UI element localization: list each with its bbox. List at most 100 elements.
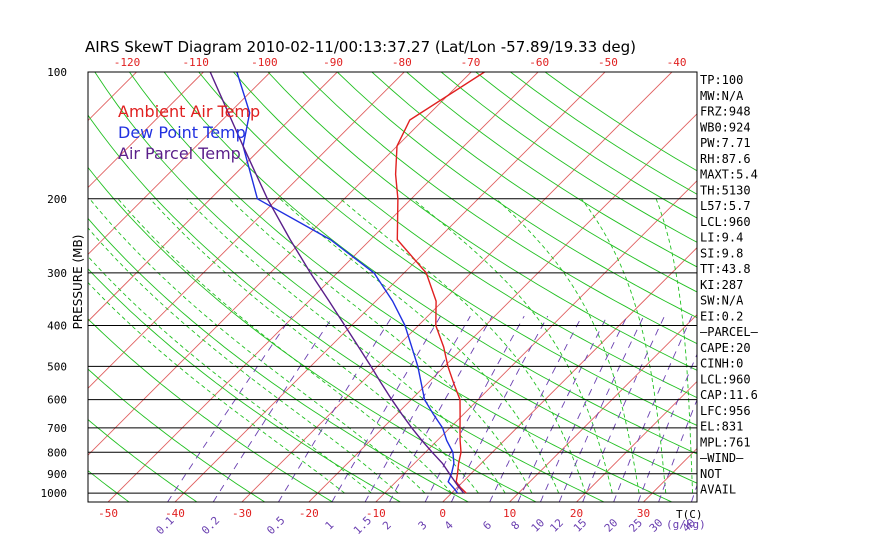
mixing-ratio-line (167, 315, 292, 502)
pressure-tick-label: 300 (47, 267, 67, 280)
temperature-tick-label: -30 (232, 507, 252, 520)
mixing-ratio-line (364, 315, 471, 502)
moist-adiabat-line (412, 198, 613, 494)
isotherm-line (88, 72, 271, 256)
isotherm-line (777, 72, 870, 502)
sounding-index-entry: NOT (700, 467, 722, 481)
temperature-tick-label: -40 (165, 507, 185, 520)
sounding-index-entry: PW:7.71 (700, 136, 751, 150)
moist-adiabat-line (89, 198, 426, 494)
top-temperature-tick-label: -40 (667, 56, 687, 69)
top-temperature-tick-label: -80 (392, 56, 412, 69)
sounding-index-entry: FRZ:948 (700, 105, 751, 119)
dry-adiabat-line (163, 72, 697, 455)
mixing-ratio-line (637, 353, 697, 502)
dry-adiabat-line (88, 368, 266, 502)
pressure-tick-label: 900 (47, 468, 67, 481)
sounding-index-entry: TT:43.8 (700, 262, 751, 276)
isotherm-line (88, 72, 204, 189)
moist-adiabat-line (340, 198, 586, 494)
pressure-tick-label: 100 (47, 66, 67, 79)
top-temperature-tick-label: -60 (529, 56, 549, 69)
chart-title: AIRS SkewT Diagram 2010-02-11/00:13:37.2… (85, 38, 636, 56)
isotherm-line (509, 313, 697, 502)
pressure-tick-label: 200 (47, 193, 67, 206)
legend-air-parcel-temp: Air Parcel Temp (118, 144, 241, 163)
temperature-tick-label: 10 (503, 507, 516, 520)
dry-adiabat-line (88, 470, 130, 502)
sounding-index-entry: CAP:11.6 (700, 388, 758, 402)
sounding-index-entry: EI:0.2 (700, 309, 743, 323)
pressure-tick-label: 500 (47, 360, 67, 373)
isotherm-line (576, 380, 697, 502)
sounding-index-entry: —PARCEL— (700, 325, 759, 339)
dry-adiabat-line (406, 72, 697, 268)
isotherm-line (88, 72, 472, 456)
dry-adiabat-line (88, 268, 401, 502)
mixing-ratio-tick-label: 1 (323, 519, 337, 533)
mixing-ratio-line (212, 315, 334, 502)
dry-adiabat-line (440, 72, 697, 243)
top-temperature-tick-label: -110 (182, 56, 209, 69)
top-temperature-tick-label: -120 (114, 56, 141, 69)
pressure-tick-label: 700 (47, 422, 67, 435)
isotherm-line (308, 113, 697, 502)
mixing-ratio-tick-label: 8 (509, 519, 523, 533)
mixing-ratio-tick-label: 0.5 (264, 514, 287, 537)
sounding-index-entry: L57:5.7 (700, 199, 751, 213)
sounding-index-entry: EL:831 (700, 420, 743, 434)
y-axis-label: PRESSURE (MB) (71, 235, 85, 330)
sounding-index-entry: TP:100 (700, 73, 743, 87)
temperature-tick-label: -50 (98, 507, 118, 520)
dry-adiabat-line (336, 72, 697, 319)
isotherm-line (442, 247, 697, 502)
temperature-tick-label: -20 (299, 507, 319, 520)
mixing-ratio-line (278, 315, 393, 502)
legend: Ambient Air Temp Dew Point Temp Air Parc… (118, 102, 260, 163)
isotherm-line (844, 72, 870, 502)
sounding-index-entry: MAXT:5.4 (700, 168, 758, 182)
mixing-ratio-line (389, 315, 493, 502)
isotherm-lines (0, 72, 870, 502)
dry-adiabat-line (88, 418, 198, 502)
sounding-index-entry: MW:N/A (700, 89, 744, 103)
mixing-ratio-tick-label: 3 (416, 519, 430, 533)
sounding-index-entry: KI:287 (700, 278, 743, 292)
sounding-index-entry: LFC:956 (700, 404, 751, 418)
isotherm-line (88, 72, 405, 389)
temperature-tick-label: 0 (439, 507, 446, 520)
top-temperature-tick-label: -90 (323, 56, 343, 69)
isotherm-line (0, 72, 3, 502)
sounding-index-entry: CINH:0 (700, 357, 743, 371)
sounding-index-entry: LCL:960 (700, 215, 751, 229)
moist-adiabat-line (229, 198, 533, 494)
pressure-tick-label: 600 (47, 394, 67, 407)
top-temperature-tick-label: -50 (598, 56, 618, 69)
air-parcel-temp-line (209, 72, 465, 494)
sounding-index-entry: WB0:924 (700, 120, 751, 134)
mixing-ratio-tick-label: 12 (547, 516, 566, 535)
dry-adiabat-line (88, 217, 469, 502)
ambient-air-temp-line (394, 72, 485, 494)
moist-adiabat-line (186, 198, 506, 494)
dry-adiabat-line (198, 72, 697, 426)
sounding-index-entry: CAPE:20 (700, 341, 751, 355)
moist-adiabat-line (88, 227, 399, 494)
mixing-ratio-tick-label: 4 (442, 518, 456, 532)
plot-frame (87, 71, 698, 503)
plot-border (87, 71, 698, 503)
isotherm-line (88, 72, 338, 322)
isotherm-line (107, 72, 539, 502)
dry-adiabat-line (88, 318, 333, 502)
mixing-ratio-unit-label: (g/kg) (666, 518, 706, 531)
mixing-ratio-line (424, 315, 525, 502)
sounding-index-entry: RH:87.6 (700, 152, 751, 166)
isotherm-line (174, 72, 606, 502)
top-temperature-tick-label: -70 (461, 56, 481, 69)
mixing-ratio-tick-label: 2 (380, 519, 394, 533)
moist-adiabat-line (88, 255, 372, 494)
mixing-ratio-tick-label: 6 (480, 519, 494, 533)
